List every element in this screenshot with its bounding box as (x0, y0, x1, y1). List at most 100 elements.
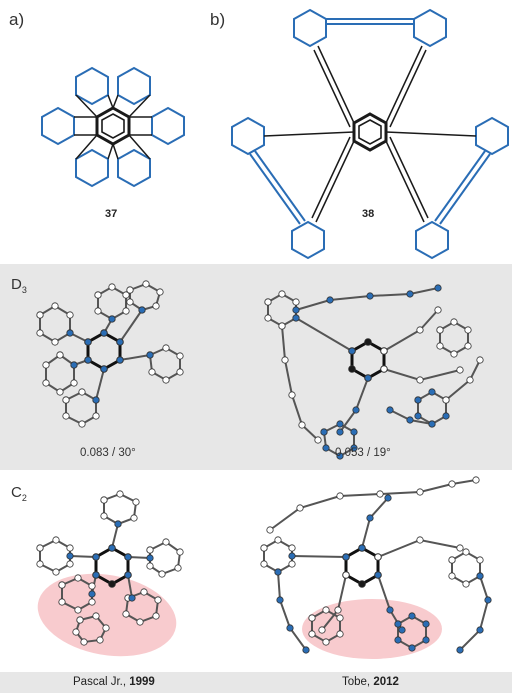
atom-marker (394, 636, 402, 644)
atom-marker (462, 580, 470, 588)
atom-marker (322, 444, 330, 452)
atom-marker (100, 365, 108, 373)
atom-marker (152, 612, 160, 620)
atom-marker (336, 630, 344, 638)
atom-marker (148, 368, 156, 376)
d3-symmetry-label: D3 (11, 276, 27, 295)
atom-marker (162, 376, 170, 384)
atom-marker (76, 616, 84, 624)
atom-marker (416, 376, 424, 384)
atom-marker (380, 347, 388, 355)
atom-marker (320, 428, 328, 436)
atom-marker (146, 351, 154, 359)
atom-marker (62, 396, 70, 404)
c2-model-38 (260, 476, 492, 654)
atom-marker (70, 379, 78, 387)
atom-marker (350, 428, 358, 436)
atom-marker (466, 376, 474, 384)
atom-marker (442, 396, 450, 404)
atom-marker (102, 624, 110, 632)
atom-marker (58, 581, 66, 589)
atom-marker (88, 598, 96, 606)
atom-marker (366, 514, 374, 522)
atom-marker (436, 342, 444, 350)
atom-marker (278, 290, 286, 298)
citation-right: Tobe, 2012 (342, 676, 399, 688)
atom-marker (384, 494, 392, 502)
atom-marker (302, 646, 310, 654)
atom-marker (52, 536, 60, 544)
citation-band (0, 672, 512, 693)
atom-marker (292, 314, 300, 322)
atom-marker (138, 306, 146, 314)
atom-marker (74, 574, 82, 582)
atom-marker (448, 480, 456, 488)
atom-marker (422, 620, 430, 628)
atom-marker (74, 606, 82, 614)
atom-marker (442, 412, 450, 420)
atom-marker (456, 366, 464, 374)
atom-marker (406, 290, 414, 298)
atom-marker (88, 582, 96, 590)
atom-marker (108, 580, 116, 588)
atom-marker (124, 571, 132, 579)
atom-marker (42, 379, 50, 387)
atom-marker (380, 365, 388, 373)
atom-marker (36, 329, 44, 337)
atom-marker (146, 546, 154, 554)
atom-marker (342, 571, 350, 579)
atom-marker (342, 553, 350, 561)
atom-marker (56, 351, 64, 359)
atom-marker (434, 284, 442, 292)
atom-marker (132, 498, 140, 506)
atom-marker (322, 638, 330, 646)
atom-marker (122, 291, 130, 299)
atom-marker (462, 548, 470, 556)
atom-marker (146, 554, 154, 562)
atom-marker (140, 588, 148, 596)
atom-marker (264, 314, 272, 322)
atom-marker (122, 610, 130, 618)
atom-marker (72, 628, 80, 636)
atom-marker (100, 496, 108, 504)
atom-marker (292, 306, 300, 314)
atom-marker (358, 544, 366, 552)
atom-marker (434, 306, 442, 314)
atom-marker (436, 326, 444, 334)
atom-marker (348, 365, 356, 373)
atom-marker (406, 416, 414, 424)
atom-marker (62, 412, 70, 420)
atom-marker (336, 614, 344, 622)
atom-marker (336, 452, 344, 460)
citation-left: Pascal Jr., 1999 (73, 676, 155, 688)
atom-marker (152, 302, 160, 310)
atom-marker (264, 298, 272, 306)
atom-marker (288, 552, 296, 560)
atom-marker (326, 296, 334, 304)
atom-marker (126, 298, 134, 306)
atom-marker (51, 302, 59, 310)
atom-marker (456, 544, 464, 552)
atom-marker (476, 626, 484, 634)
d3-value-37: 0.083 / 30° (80, 447, 136, 459)
atom-marker (124, 553, 132, 561)
atom-marker (274, 568, 282, 576)
compound-37-structure (41, 66, 185, 188)
atom-marker (288, 391, 296, 399)
d3-value-38: 0.053 / 19° (335, 447, 391, 459)
atom-marker (36, 544, 44, 552)
atom-marker (66, 560, 74, 568)
atom-marker (408, 612, 416, 620)
atom-marker (448, 572, 456, 580)
atom-marker (130, 514, 138, 522)
atom-marker (52, 568, 60, 576)
panel-label-b: b) (210, 10, 226, 29)
atom-marker (314, 436, 322, 444)
atom-marker (92, 396, 100, 404)
atom-marker (414, 412, 422, 420)
atom-marker (94, 307, 102, 315)
atom-marker (276, 596, 284, 604)
atom-marker (78, 420, 86, 428)
atom-marker (428, 388, 436, 396)
